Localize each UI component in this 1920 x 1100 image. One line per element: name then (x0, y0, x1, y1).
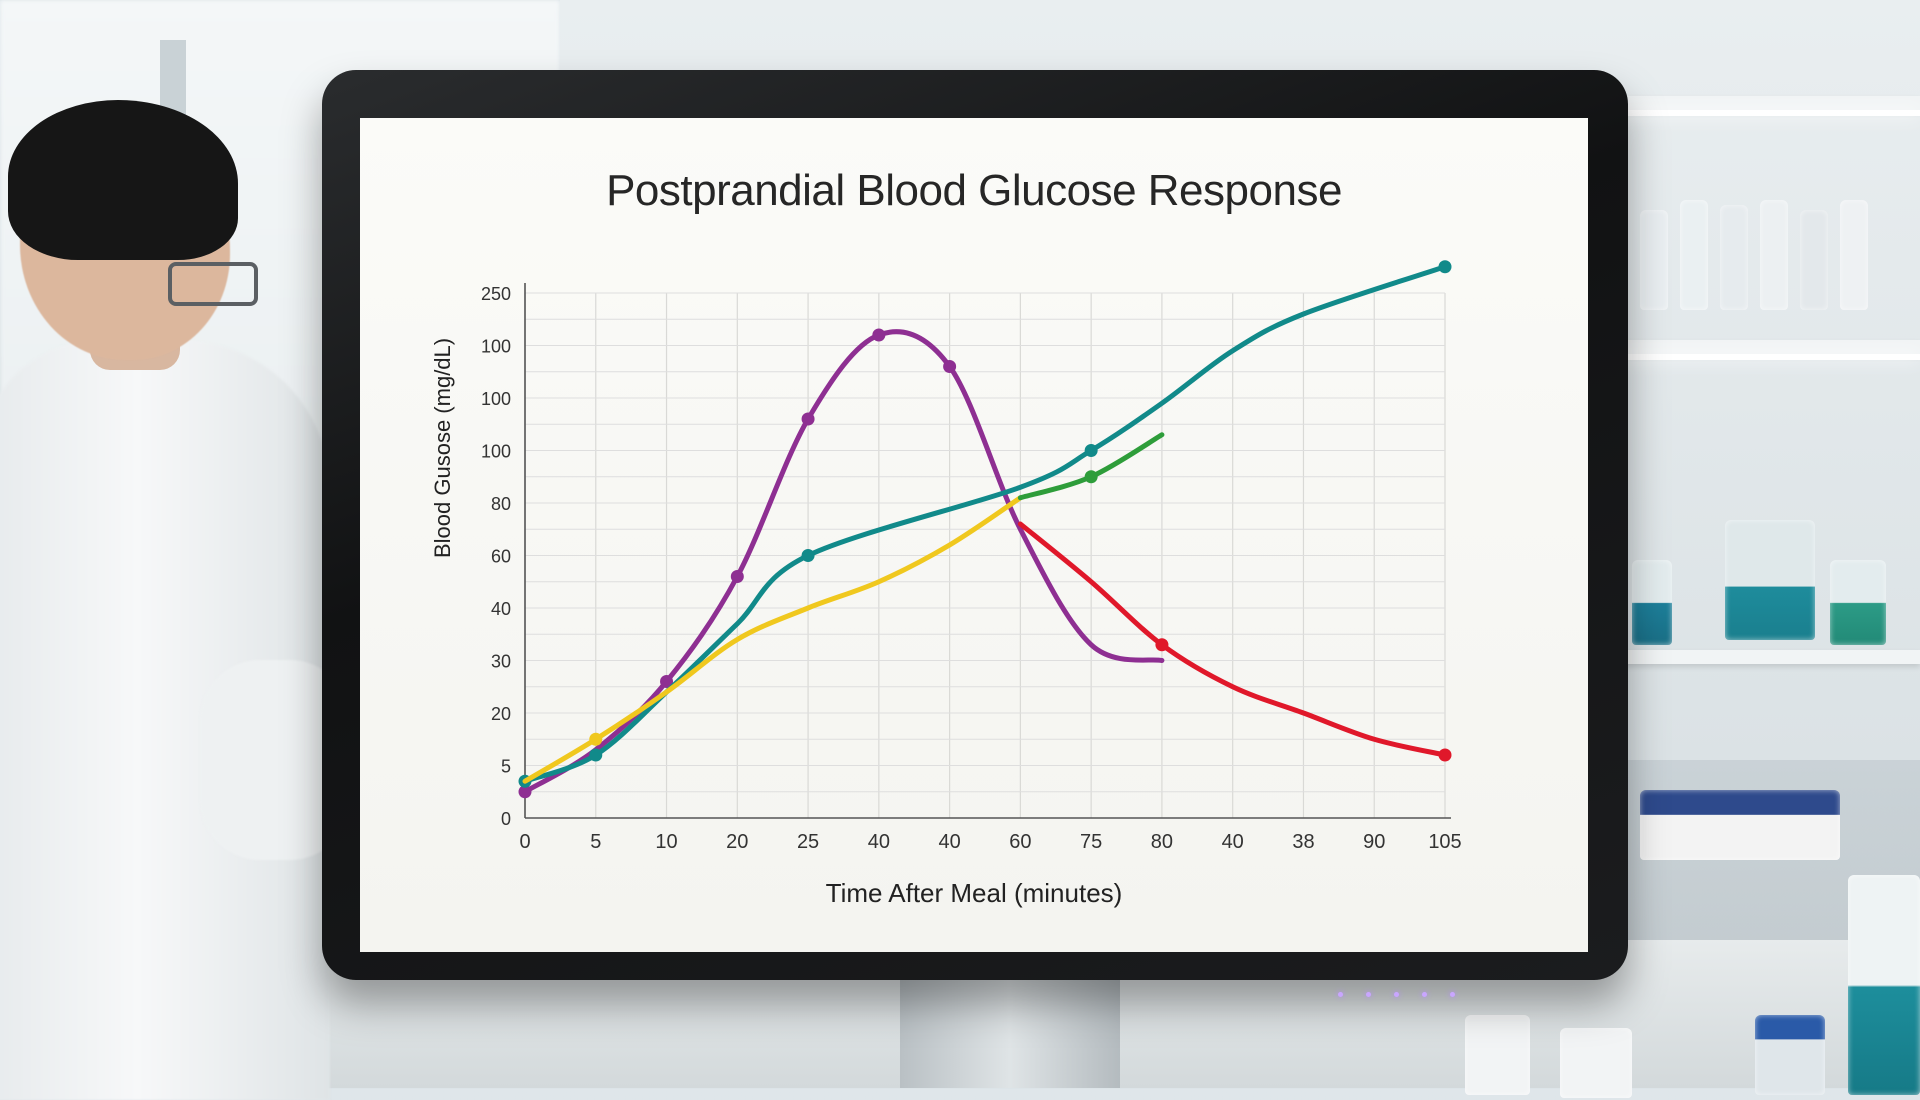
flask (1725, 520, 1815, 640)
monitor-screen: Postprandial Blood Glucose Response 0 5 20… (360, 118, 1588, 952)
chart-title: Postprandial Blood Glucose Response (606, 166, 1342, 215)
data-point (1084, 444, 1098, 457)
data-point (589, 748, 603, 762)
x-tick-label: 80 (1151, 831, 1173, 853)
monitor-led (1338, 992, 1343, 997)
monitor-led (1450, 992, 1455, 997)
lab-shelf (1600, 650, 1920, 664)
bottle (1680, 200, 1708, 310)
y-tick-label: 100 (481, 337, 511, 357)
monitor-led (1366, 992, 1371, 997)
y-tick-label: 100 (481, 442, 511, 462)
y-axis-label: Blood Gusose (mg/dL) (430, 337, 455, 558)
x-tick-label: 40 (868, 831, 890, 853)
data-point (1438, 748, 1452, 762)
bottle (1840, 200, 1868, 310)
bottle (1720, 205, 1748, 310)
data-point (1438, 260, 1452, 274)
tube-rack (1640, 790, 1840, 860)
data-point (801, 412, 815, 426)
glucose-chart: 0 5 20 30 40 60 80 100 100 100 250 0 5 10 20 25 40 40 60 75… (481, 260, 1462, 853)
bottle (1640, 210, 1668, 310)
flask (1830, 560, 1886, 645)
data-point (1084, 470, 1098, 484)
x-tick-label: 75 (1080, 831, 1102, 853)
x-tick-label: 40 (938, 831, 960, 853)
monitor-led (1394, 992, 1399, 997)
monitor-led (1422, 992, 1427, 997)
lab-shelf (1600, 340, 1920, 354)
x-tick-label: 5 (590, 831, 601, 853)
data-point (943, 360, 957, 373)
sample-bottle (1560, 1028, 1632, 1098)
y-tick-label: 5 (501, 757, 511, 777)
sample-bottle (1465, 1015, 1530, 1095)
x-tick-label: 38 (1292, 831, 1314, 853)
bottle (1800, 210, 1828, 310)
data-point (801, 549, 815, 562)
x-tick-label: 0 (519, 831, 530, 853)
x-tick-label: 90 (1363, 831, 1385, 853)
data-point (1155, 638, 1169, 652)
sample-bottle (1755, 1015, 1825, 1095)
x-axis-label: Time After Meal (minutes) (825, 878, 1123, 908)
x-tick-label: 60 (1009, 831, 1031, 853)
y-tick-label: 20 (491, 704, 511, 724)
y-tick-label: 250 (481, 284, 511, 304)
y-tick-label: 60 (491, 547, 511, 567)
flask (1632, 560, 1672, 645)
glasses (168, 262, 258, 306)
data-point (660, 675, 674, 688)
x-tick-label: 10 (655, 831, 677, 853)
shelf-light (1600, 354, 1920, 360)
monitor-stand (900, 960, 1120, 1088)
x-tick-label: 40 (1222, 831, 1244, 853)
x-tick-label: 105 (1428, 831, 1461, 853)
person-hair (8, 100, 238, 260)
y-tick-label: 30 (491, 652, 511, 672)
series-line (1017, 521, 1448, 758)
data-point (518, 785, 532, 799)
y-tick-label: 0 (501, 809, 511, 829)
data-point (730, 570, 744, 583)
bottle (1760, 200, 1788, 310)
y-tick-label: 80 (491, 494, 511, 514)
data-point (872, 328, 886, 342)
data-point (589, 732, 603, 746)
x-tick-label: 25 (797, 831, 819, 853)
beaker (1848, 875, 1920, 1095)
shelf-light (1600, 110, 1920, 116)
lab-shelf (1600, 96, 1920, 110)
y-tick-label: 40 (491, 599, 511, 619)
y-tick-label: 100 (481, 389, 511, 409)
x-tick-label: 20 (726, 831, 748, 853)
